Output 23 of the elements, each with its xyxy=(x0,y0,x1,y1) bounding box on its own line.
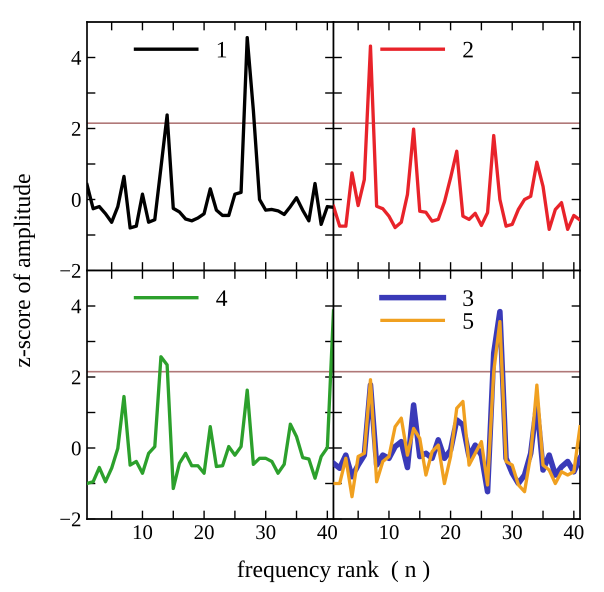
x-tick-label: 40 xyxy=(564,525,584,540)
legend-label: 4 xyxy=(216,290,228,306)
y-tick-label: 4 xyxy=(71,300,82,314)
y-tick-label: 2 xyxy=(72,122,80,136)
x-tick-label: 40 xyxy=(317,525,337,540)
x-tick-label: 10 xyxy=(134,525,152,540)
legend-label: 2 xyxy=(463,42,473,58)
legend-label: 3 xyxy=(463,290,474,306)
legend-label: 5 xyxy=(464,313,474,329)
x-axis-title: frequency rank ( n ) xyxy=(238,560,430,582)
y-tick-label: 2 xyxy=(72,370,80,384)
x-tick-label: 30 xyxy=(502,525,522,540)
x-tick-label: 20 xyxy=(441,525,460,540)
y-tick-label: −2 xyxy=(60,264,80,278)
x-tick-label: 30 xyxy=(256,525,276,540)
y-axis-title: z-score of amplitude xyxy=(13,174,35,367)
legend-label: 1 xyxy=(218,42,226,58)
y-tick-label: 0 xyxy=(72,441,81,456)
y-tick-label: 0 xyxy=(72,192,81,207)
y-tick-label: 4 xyxy=(71,51,82,65)
x-tick-label: 20 xyxy=(194,525,214,540)
y-tick-label: −2 xyxy=(60,512,80,526)
x-tick-label: 10 xyxy=(380,525,399,540)
